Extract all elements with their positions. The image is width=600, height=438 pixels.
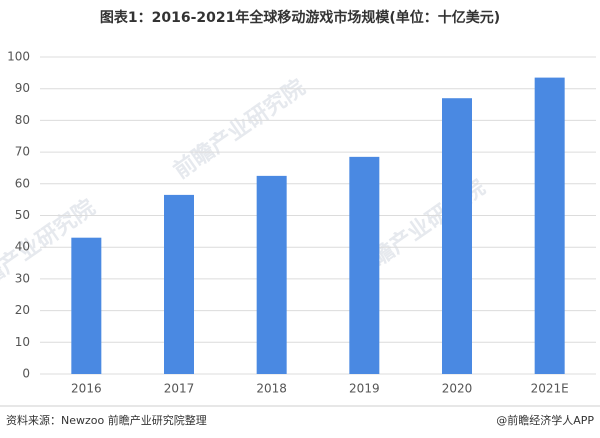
bar [71, 237, 102, 374]
y-tick-label: 100 [7, 50, 30, 64]
x-tick-label: 2020 [442, 382, 473, 396]
bar [164, 194, 194, 374]
source: 资料来源：Newzoo 前瞻产业研究院整理 [6, 413, 207, 427]
bar [534, 77, 565, 374]
watermark: 前瞻产业研究院 [169, 74, 310, 184]
bar [256, 175, 287, 374]
y-tick-label: 0 [22, 367, 30, 381]
bar [442, 98, 472, 375]
y-tick-label: 90 [15, 81, 30, 95]
y-tick-label: 60 [15, 176, 30, 190]
y-tick-label: 30 [15, 271, 30, 285]
credit: @前瞻经济学人APP [496, 413, 594, 427]
y-tick-label: 40 [15, 240, 30, 254]
y-tick-label: 20 [15, 303, 30, 317]
y-tick-label: 10 [15, 335, 30, 349]
x-tick-label: 2017 [164, 382, 195, 396]
x-tick-label: 2016 [71, 382, 102, 396]
x-tick-label: 2019 [349, 382, 380, 396]
y-tick-label: 80 [15, 113, 30, 127]
chart-title: 图表1：2016-2021年全球移动游戏市场规模(单位：十亿美元) [100, 9, 500, 26]
y-tick-label: 50 [15, 208, 30, 222]
x-tick-label: 2018 [256, 382, 287, 396]
bar [349, 156, 380, 374]
y-tick-label: 70 [15, 145, 30, 159]
x-tick-label: 2021E [531, 382, 569, 396]
